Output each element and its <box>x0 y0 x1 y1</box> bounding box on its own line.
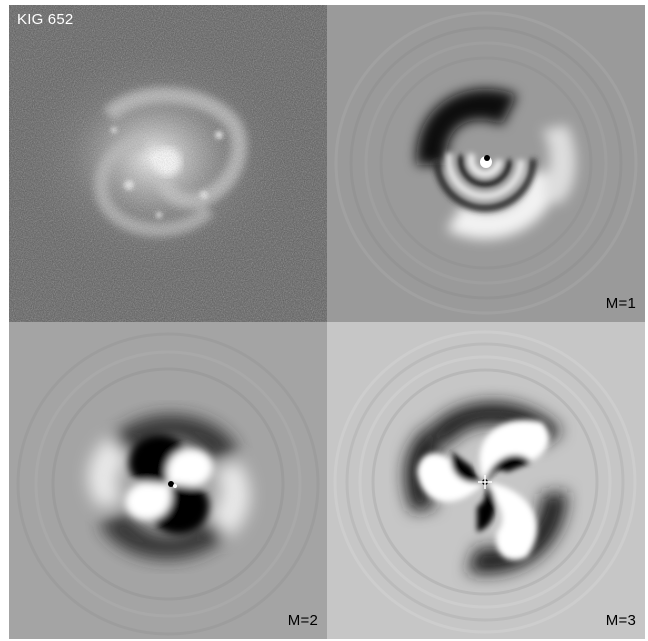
mode-m1-panel: M=1 <box>327 5 645 322</box>
panel-label-m1: M=1 <box>605 295 636 312</box>
mode-m1-image <box>327 5 645 322</box>
galaxy-image <box>9 5 327 322</box>
mode-m3-panel: M=3 <box>327 322 645 639</box>
panel-label-galaxy: KIG 652 <box>17 11 74 28</box>
mode-m2-image <box>9 322 327 639</box>
panel-label-m3: M=3 <box>605 612 636 629</box>
mode-m2-panel: M=2 <box>9 322 327 639</box>
figure-grid: KIG 652 <box>9 5 645 639</box>
panel-label-m2: M=2 <box>287 612 318 629</box>
galaxy-image-panel: KIG 652 <box>9 5 327 322</box>
mode-m3-image <box>327 322 645 639</box>
